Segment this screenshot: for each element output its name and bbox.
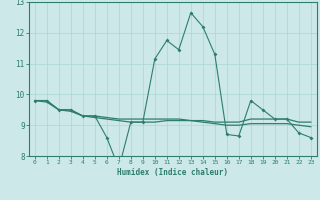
X-axis label: Humidex (Indice chaleur): Humidex (Indice chaleur) [117,168,228,177]
